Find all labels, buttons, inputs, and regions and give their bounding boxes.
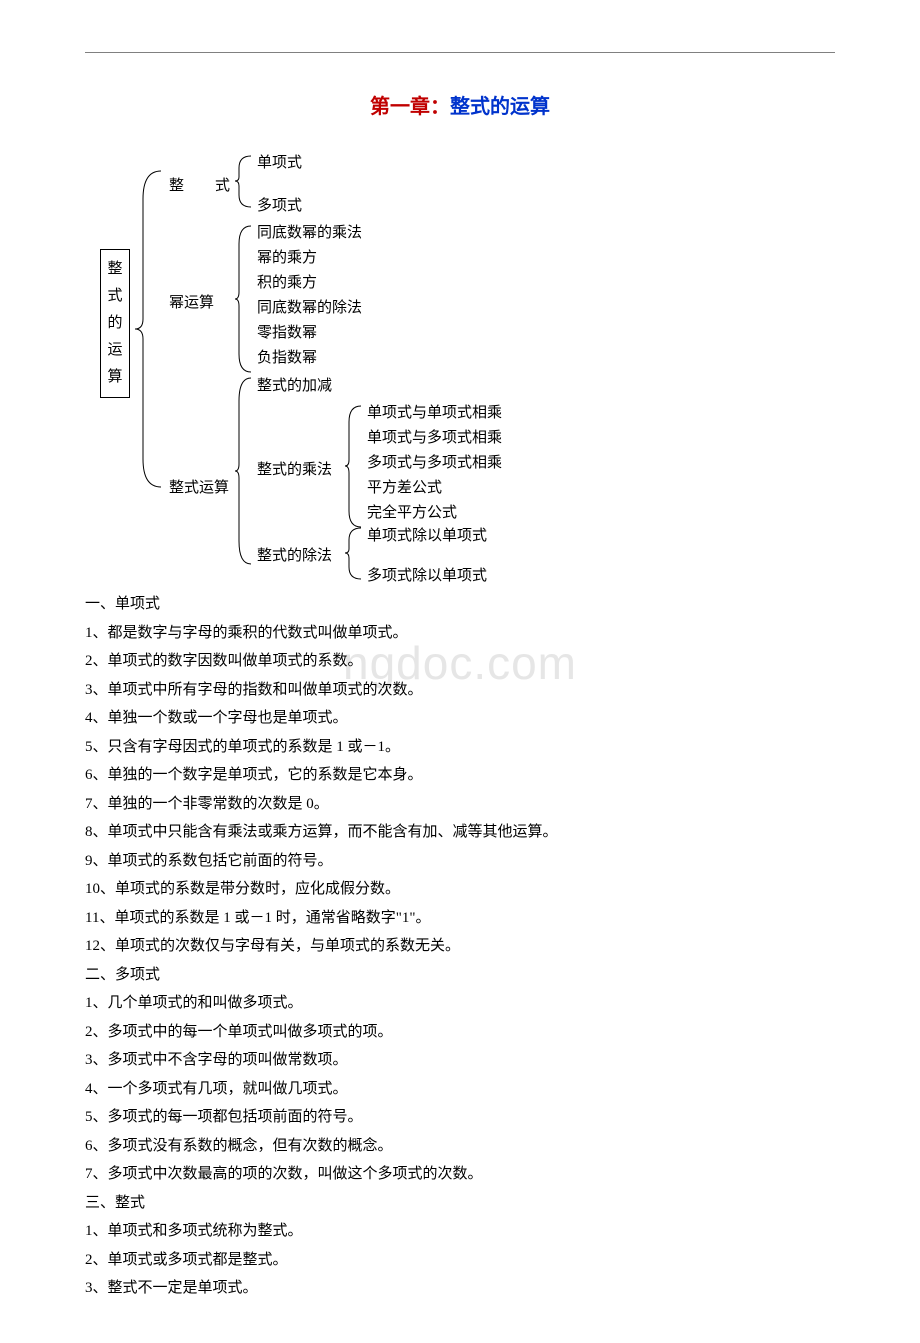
chapter-title: 第一章：整式的运算: [85, 88, 835, 126]
sec-heading: 三、整式: [85, 1189, 835, 1218]
brace-root: [133, 169, 163, 489]
sec-item: 12、单项式的次数仅与字母有关，与单项式的系数无关。: [85, 932, 835, 961]
sec-item: 11、单项式的系数是 1 或－1 时，通常省略数字"1"。: [85, 904, 835, 933]
l2a-1: 多项式: [257, 192, 302, 221]
l1-b: 幂运算: [169, 289, 214, 318]
sec-item: 1、单项式和多项式统称为整式。: [85, 1217, 835, 1246]
l2c-2: 整式的除法: [257, 542, 332, 571]
sec-item: 5、多项式的每一项都包括项前面的符号。: [85, 1103, 835, 1132]
l1-c: 整式运算: [169, 474, 229, 503]
concept-tree-diagram: 整 式 的 运 算 整 式 幂运算 整式运算 单项式 多项式 同底数幂的乘法 幂…: [85, 154, 835, 584]
sec-item: 3、整式不一定是单项式。: [85, 1274, 835, 1303]
title-seg1: 第一章：: [370, 96, 450, 118]
brace-l1c: [233, 376, 253, 566]
sec-heading: 二、多项式: [85, 961, 835, 990]
sec-item: 6、多项式没有系数的概念，但有次数的概念。: [85, 1132, 835, 1161]
sec-item: 4、单独一个数或一个字母也是单项式。: [85, 704, 835, 733]
l3d-1: 多项式除以单项式: [367, 562, 487, 591]
root-char: 运: [106, 337, 124, 364]
sec-item: 9、单项式的系数包括它前面的符号。: [85, 847, 835, 876]
brace-div: [343, 526, 363, 581]
sec-item: 7、单独的一个非零常数的次数是 0。: [85, 790, 835, 819]
sec-item: 7、多项式中次数最高的项的次数，叫做这个多项式的次数。: [85, 1160, 835, 1189]
l2c-1: 整式的乘法: [257, 456, 332, 485]
l2c-0: 整式的加减: [257, 372, 332, 401]
title-seg2: 整式的运算: [450, 96, 550, 118]
body-text: 一、单项式 1、都是数字与字母的乘积的代数式叫做单项式。 2、单项式的数字因数叫…: [85, 590, 835, 1303]
sec-item: 3、多项式中不含字母的项叫做常数项。: [85, 1046, 835, 1075]
header-rule: [85, 52, 835, 53]
brace-l1b: [233, 224, 253, 374]
root-char: 整: [106, 256, 124, 283]
sec-item: 2、多项式中的每一个单项式叫做多项式的项。: [85, 1018, 835, 1047]
tree-root-box: 整 式 的 运 算: [100, 249, 130, 398]
brace-l1a: [233, 154, 253, 209]
root-char: 式: [106, 283, 124, 310]
sec-item: 1、几个单项式的和叫做多项式。: [85, 989, 835, 1018]
l2a-0: 单项式: [257, 149, 302, 178]
sec-item: 1、都是数字与字母的乘积的代数式叫做单项式。: [85, 619, 835, 648]
sec-item: 5、只含有字母因式的单项式的系数是 1 或－1。: [85, 733, 835, 762]
root-char: 算: [106, 364, 124, 391]
sec-item: 2、单项式的数字因数叫做单项式的系数。: [85, 647, 835, 676]
l1-a: 整 式: [169, 172, 238, 201]
sec-item: 6、单独的一个数字是单项式，它的系数是它本身。: [85, 761, 835, 790]
root-char: 的: [106, 310, 124, 337]
sec-item: 8、单项式中只能含有乘法或乘方运算，而不能含有加、减等其他运算。: [85, 818, 835, 847]
sec-item: 4、一个多项式有几项，就叫做几项式。: [85, 1075, 835, 1104]
sec-item: 10、单项式的系数是带分数时，应化成假分数。: [85, 875, 835, 904]
l3d-0: 单项式除以单项式: [367, 522, 487, 551]
sec-item: 3、单项式中所有字母的指数和叫做单项式的次数。: [85, 676, 835, 705]
l2b-5: 负指数幂: [257, 344, 317, 373]
brace-mult: [343, 404, 363, 529]
sec-item: 2、单项式或多项式都是整式。: [85, 1246, 835, 1275]
sec-heading: 一、单项式: [85, 590, 835, 619]
